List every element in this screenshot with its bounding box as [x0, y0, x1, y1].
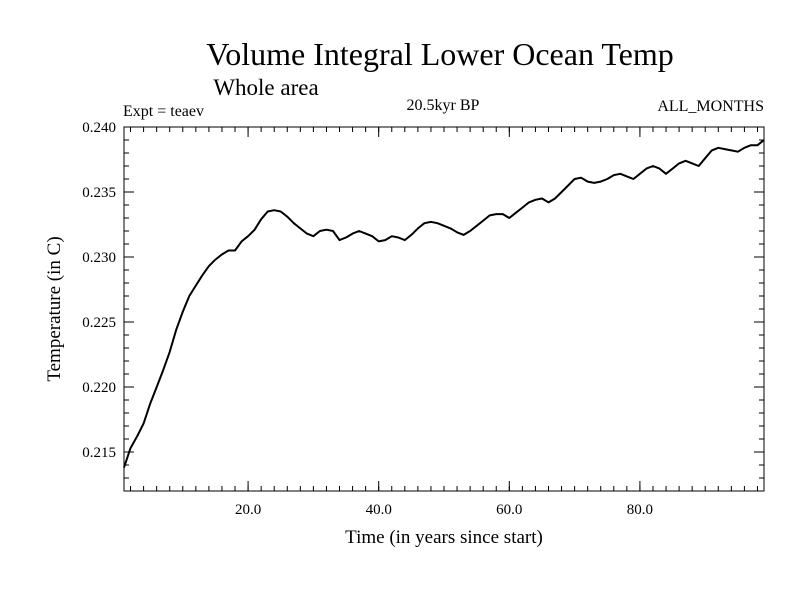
chart-subtitle: Whole area: [213, 75, 318, 100]
y-axis-tick-labels: 0.215 0.220 0.225 0.230 0.235 0.240: [82, 120, 116, 461]
series-line: [123, 139, 765, 468]
y-tick-label: 0.240: [82, 120, 116, 136]
y-axis-label: Temperature (in C): [44, 236, 65, 381]
period-label: 20.5kyr BP: [407, 97, 480, 114]
months-label: ALL_MONTHS: [657, 98, 764, 115]
x-tick-label: 40.0: [366, 502, 392, 518]
y-tick-label: 0.215: [82, 445, 116, 461]
x-axis-label: Time (in years since start): [345, 527, 543, 548]
y-tick-label: 0.220: [82, 380, 116, 396]
plot-frame: [123, 126, 765, 492]
x-tick-label: 80.0: [627, 502, 653, 518]
x-tick-label: 60.0: [496, 502, 522, 518]
x-axis-tick-labels: 20.0 40.0 60.0 80.0: [235, 502, 653, 518]
y-tick-label: 0.235: [82, 185, 116, 201]
experiment-label: Expt = teaev: [123, 103, 204, 120]
y-axis-ticks: [124, 126, 764, 479]
x-tick-label: 20.0: [235, 502, 261, 518]
y-tick-label: 0.230: [82, 250, 116, 266]
y-tick-label: 0.225: [82, 315, 116, 331]
chart-title: Volume Integral Lower Ocean Temp: [206, 36, 674, 72]
x-axis-ticks: [130, 127, 758, 491]
